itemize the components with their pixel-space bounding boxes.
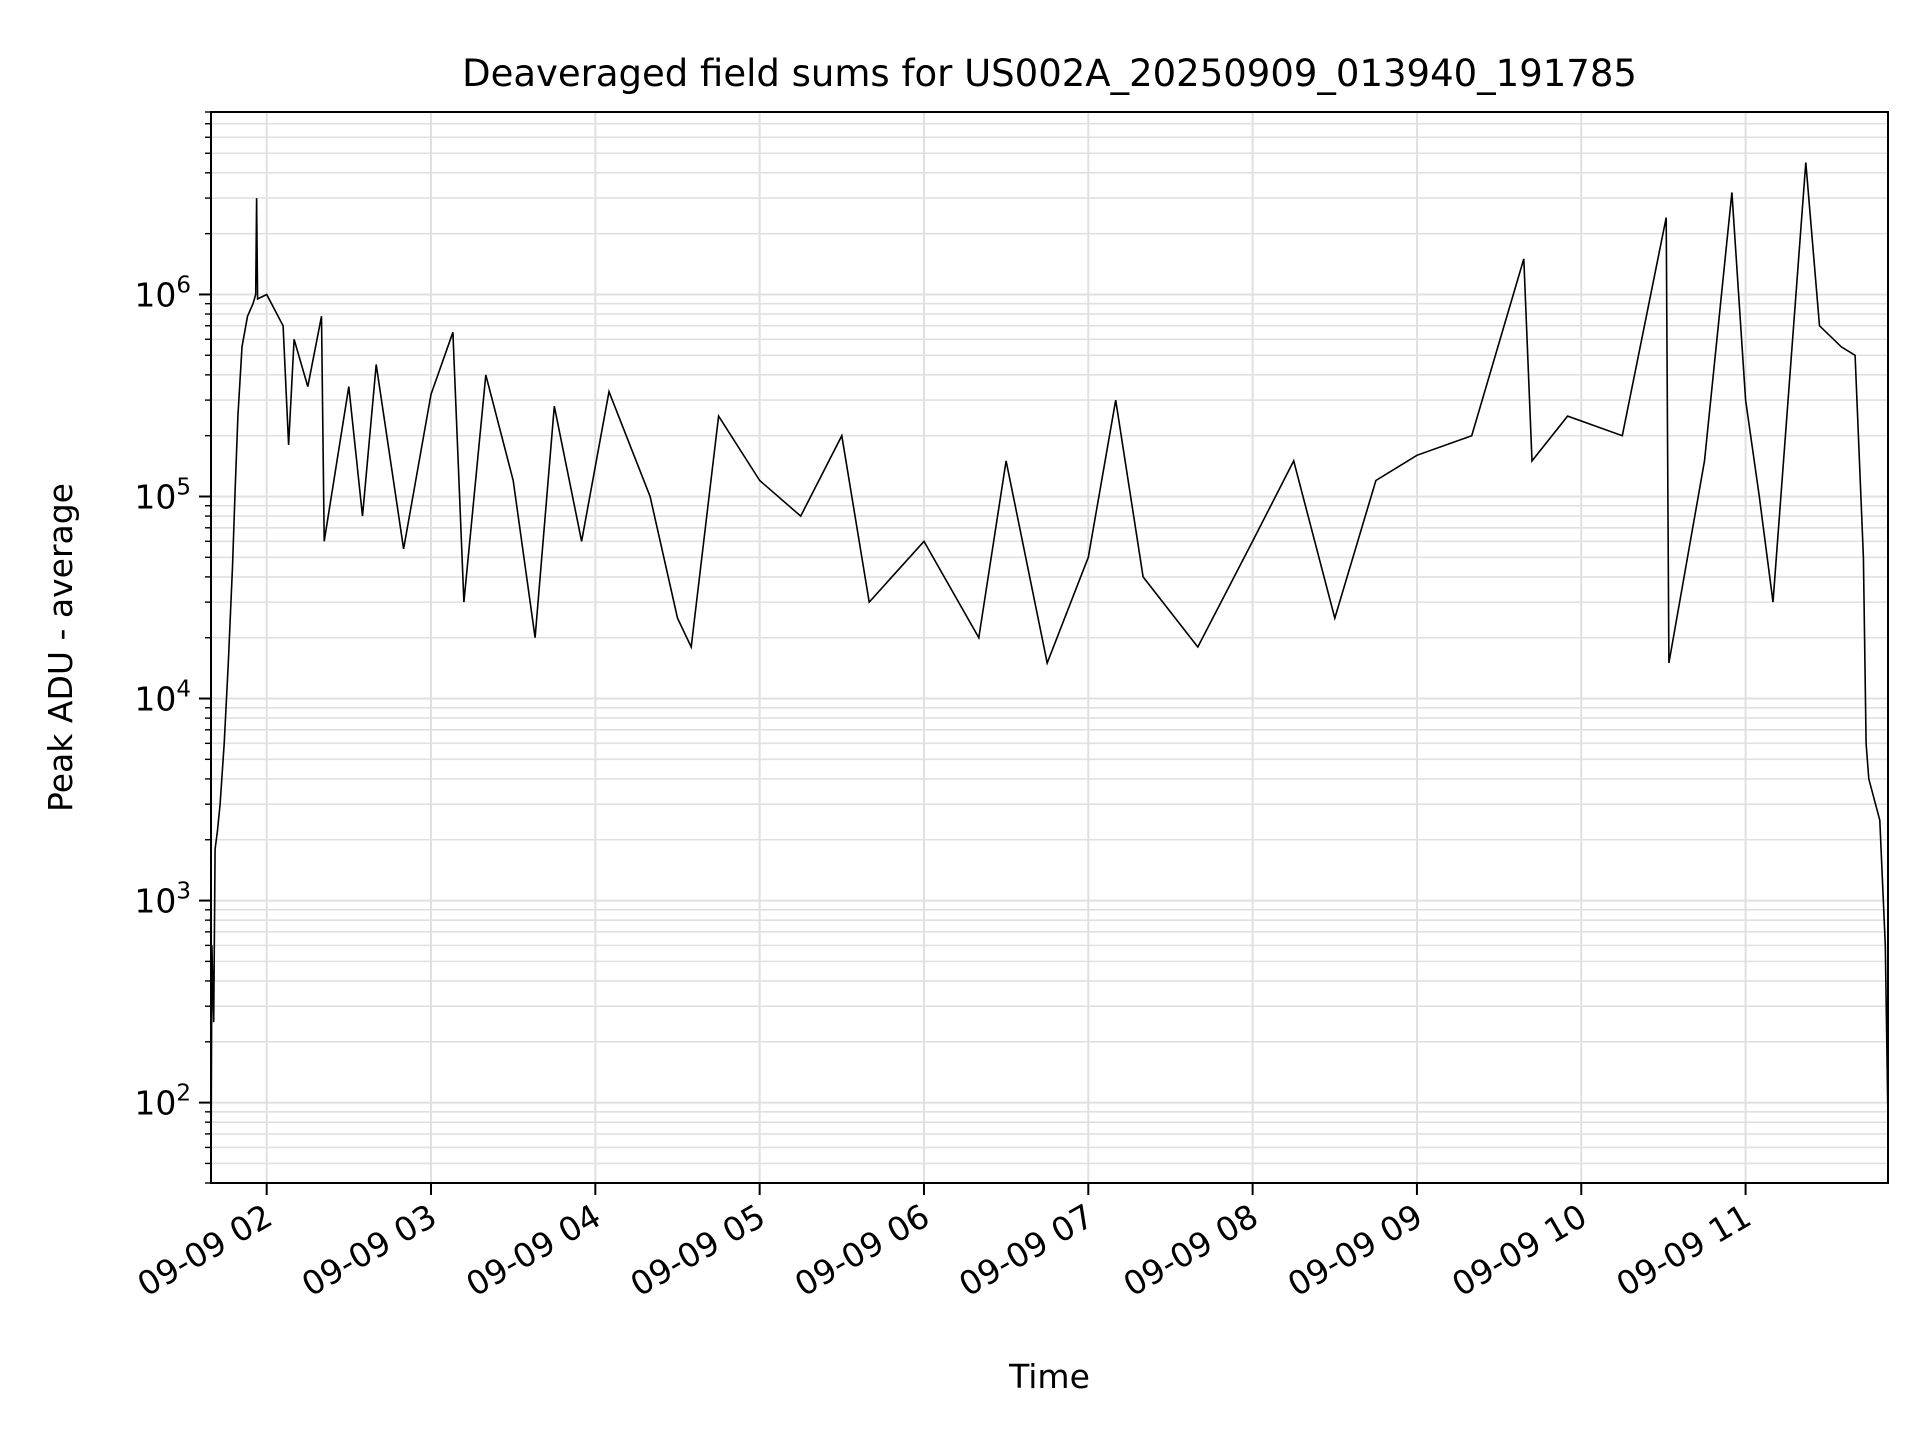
plot-area bbox=[211, 162, 1888, 1183]
y-tick-label: 105 bbox=[134, 474, 191, 516]
y-tick-label: 102 bbox=[134, 1081, 191, 1123]
series-line bbox=[211, 162, 1888, 1183]
grid bbox=[211, 111, 1888, 1184]
axes-frame bbox=[210, 111, 1889, 1184]
x-axis-label: Time bbox=[1008, 1357, 1090, 1396]
chart-title: Deaveraged field sums for US002A_2025090… bbox=[462, 52, 1637, 95]
y-tick-label: 104 bbox=[134, 677, 191, 719]
y-axis-label: Peak ADU - average bbox=[41, 483, 80, 812]
y-tick-label: 106 bbox=[134, 272, 191, 314]
y-axis: 102 103 104 105 106 bbox=[134, 111, 211, 1184]
y-tick-label: 103 bbox=[134, 879, 191, 921]
